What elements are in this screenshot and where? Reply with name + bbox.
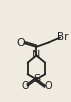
- Text: O: O: [17, 38, 25, 48]
- Text: O: O: [21, 81, 29, 91]
- Text: N: N: [32, 50, 41, 60]
- Text: Br: Br: [57, 32, 69, 42]
- Text: O: O: [44, 81, 52, 91]
- Text: S: S: [33, 74, 40, 84]
